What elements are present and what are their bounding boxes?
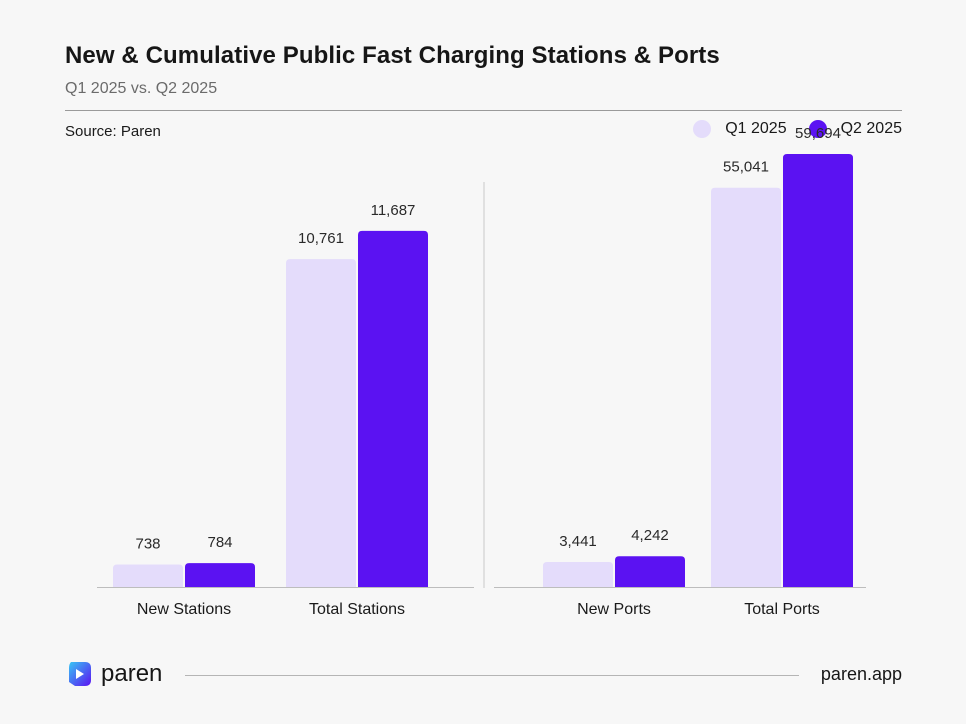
bar-total-stations-q2: [358, 230, 428, 587]
bar-new-ports-q1: [543, 562, 613, 587]
category-label-total-ports: Total Ports: [744, 601, 820, 618]
chart-title: New & Cumulative Public Fast Charging St…: [65, 42, 720, 69]
data-label-total-ports-q1: 55,041: [723, 159, 769, 176]
data-label-total-ports-q2: 59,694: [795, 125, 841, 142]
bar-new-stations-q2: [185, 563, 255, 587]
source-note: Source: Paren: [65, 123, 161, 140]
data-label-total-stations-q1: 10,761: [298, 230, 344, 247]
bar-new-ports-q2: [615, 556, 685, 587]
header-divider: [65, 110, 902, 111]
data-label-total-stations-q2: 11,687: [371, 202, 416, 219]
legend: Q1 2025 Q2 2025: [693, 120, 902, 138]
category-label-total-stations: Total Stations: [309, 601, 405, 618]
brand: paren: [65, 660, 162, 688]
bar-total-ports-q1: [711, 187, 781, 588]
category-label-new-ports: New Ports: [577, 601, 651, 618]
data-label-new-ports-q2: 4,242: [631, 527, 669, 544]
site-url[interactable]: paren.app: [820, 664, 902, 684]
chart-subtitle: Q1 2025 vs. Q2 2025: [65, 80, 218, 97]
legend-swatch-q2: [808, 120, 827, 138]
brand-name: paren: [101, 660, 163, 687]
paren-logo-icon: [69, 662, 91, 686]
bar-new-stations-q1: [113, 564, 183, 587]
data-label-new-stations-q2: 784: [207, 534, 232, 551]
footer-divider: [185, 675, 799, 676]
data-label-new-stations-q1: 738: [135, 536, 160, 553]
legend-item-q1: Q1 2025: [693, 120, 787, 138]
category-label-new-stations: New Stations: [137, 601, 231, 618]
legend-item-q2: Q2 2025: [808, 120, 902, 138]
legend-swatch-q1: [693, 120, 712, 138]
legend-label-q1: Q1 2025: [725, 120, 787, 137]
bar-total-ports-q2: [783, 153, 853, 587]
bar-total-stations-q1: [286, 259, 356, 587]
data-label-new-ports-q1: 3,441: [559, 533, 597, 550]
legend-label-q2: Q2 2025: [840, 120, 902, 137]
